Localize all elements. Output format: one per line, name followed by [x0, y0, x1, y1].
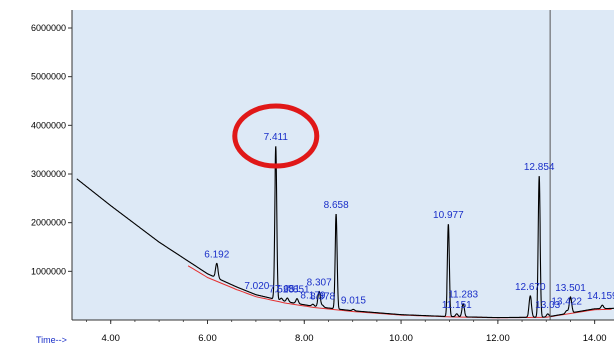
x-tick-label: 6.00 — [198, 333, 217, 344]
peak-label: 12.854 — [524, 162, 555, 173]
x-axis-title: Time--> — [36, 335, 67, 345]
peak-label: 11.283 — [448, 290, 478, 301]
x-tick-label: 10.00 — [389, 333, 413, 344]
y-ticks: 1000000 2000000 3000000 4000000 5000000 60000… — [31, 23, 72, 276]
peak-label: 13.501 — [555, 283, 586, 294]
x-ticks: 4.00 6.00 8.00 10.00 12.00 14.00 — [86, 320, 607, 344]
trace-layer — [76, 146, 614, 319]
x-tick-label: 8.00 — [295, 333, 314, 344]
y-tick-label: 3000000 — [31, 169, 66, 179]
y-tick-label: 4000000 — [31, 120, 66, 130]
y-tick-label: 6000000 — [31, 23, 66, 33]
peak-label: 8.658 — [324, 200, 349, 211]
y-tick-label: 1000000 — [31, 266, 66, 276]
peak-label: 8.179 — [300, 290, 325, 301]
peak-label: 9.015 — [341, 295, 366, 306]
y-tick-label: 2000000 — [31, 218, 66, 228]
peak-label: 13.03 — [535, 300, 560, 311]
x-tick-label: 4.00 — [101, 333, 120, 344]
peak-label: 8.307 — [307, 277, 332, 288]
chromatogram-trace — [76, 146, 614, 319]
peak-label: 11.151 — [442, 300, 472, 311]
y-tick-label: 5000000 — [31, 72, 66, 82]
peak-label: 7.651 — [275, 284, 300, 295]
peak-label: 7.020 — [244, 281, 269, 292]
axes — [71, 10, 614, 321]
peak-label: 10.977 — [433, 210, 464, 221]
peak-label: 7.411 — [264, 132, 289, 143]
peak-label: 12.670 — [515, 282, 546, 293]
peak-label: 6.192 — [204, 249, 229, 260]
peak-label: 8.378 — [310, 291, 335, 302]
peak-label: 7.528 — [269, 284, 294, 295]
peak-label: 13.422 — [551, 297, 582, 308]
highlight-circle — [232, 103, 320, 169]
x-tick-label: 14.00 — [583, 333, 607, 344]
plot-area — [72, 10, 614, 320]
x-tick-label: 12.00 — [486, 333, 510, 344]
peak-label: 14.159 — [587, 291, 614, 302]
peak-label: 7.851 — [285, 285, 310, 296]
